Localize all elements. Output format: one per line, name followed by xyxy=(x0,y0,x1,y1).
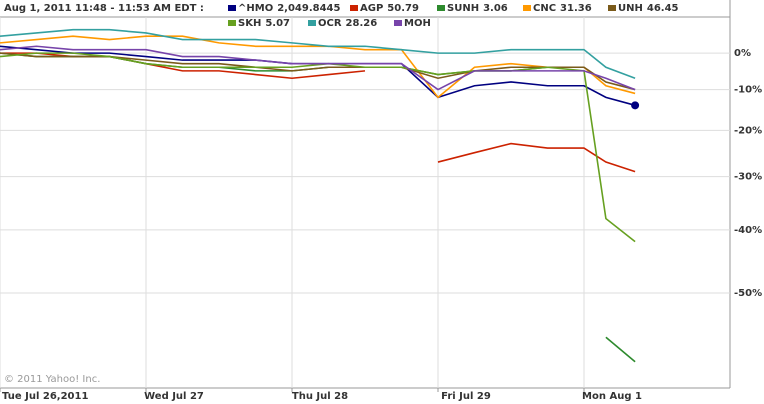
x-tick-label: Thu Jul 28 xyxy=(292,391,348,402)
series-line xyxy=(0,52,366,80)
x-tick-label: Wed Jul 27 xyxy=(144,391,204,402)
legend-swatch xyxy=(308,20,316,26)
series-line xyxy=(437,142,636,173)
series-line xyxy=(605,336,636,363)
legend-value: 28.26 xyxy=(346,18,378,29)
legend-value: 31.36 xyxy=(560,3,592,14)
legend-swatch xyxy=(523,5,531,11)
y-tick-label: -20% xyxy=(734,125,762,136)
legend-name: SKH xyxy=(238,18,261,29)
y-tick-label: 0% xyxy=(734,48,751,59)
legend-swatch xyxy=(228,20,236,26)
copyright: © 2011 Yahoo! Inc. xyxy=(4,374,100,385)
legend-name: OCR xyxy=(318,18,342,29)
series-line xyxy=(0,45,636,91)
legend-value: 5.07 xyxy=(265,18,290,29)
legend-value: 2,049.8445 xyxy=(277,3,340,14)
x-tick-label: Mon Aug 1 xyxy=(582,391,642,402)
y-tick-label: -10% xyxy=(734,85,762,96)
legend-swatch xyxy=(350,5,358,11)
y-tick-label: -50% xyxy=(734,288,762,299)
chart-subtitle: Aug 1, 2011 11:48 - 11:53 AM EDT : xyxy=(4,3,204,14)
legend-name: AGP xyxy=(360,3,383,14)
x-tick-label: Tue Jul 26,2011 xyxy=(2,391,88,402)
legend-name: ^HMO xyxy=(238,3,273,14)
legend-value: 50.79 xyxy=(387,3,419,14)
legend-swatch xyxy=(394,20,402,26)
legend-name: CNC xyxy=(533,3,556,14)
legend-name: MOH xyxy=(404,18,431,29)
x-tick-label: Fri Jul 29 xyxy=(441,391,491,402)
end-marker xyxy=(631,101,640,110)
legend-value: 3.06 xyxy=(483,3,508,14)
legend-name: UNH xyxy=(618,3,643,14)
y-tick-label: -40% xyxy=(734,225,762,236)
legend-swatch xyxy=(608,5,616,11)
series-line xyxy=(0,28,636,79)
legend-swatch xyxy=(437,5,445,11)
y-tick-label: -30% xyxy=(734,172,762,183)
legend-value: 46.45 xyxy=(647,3,679,14)
legend-swatch xyxy=(228,5,236,11)
legend-name: SUNH xyxy=(447,3,479,14)
